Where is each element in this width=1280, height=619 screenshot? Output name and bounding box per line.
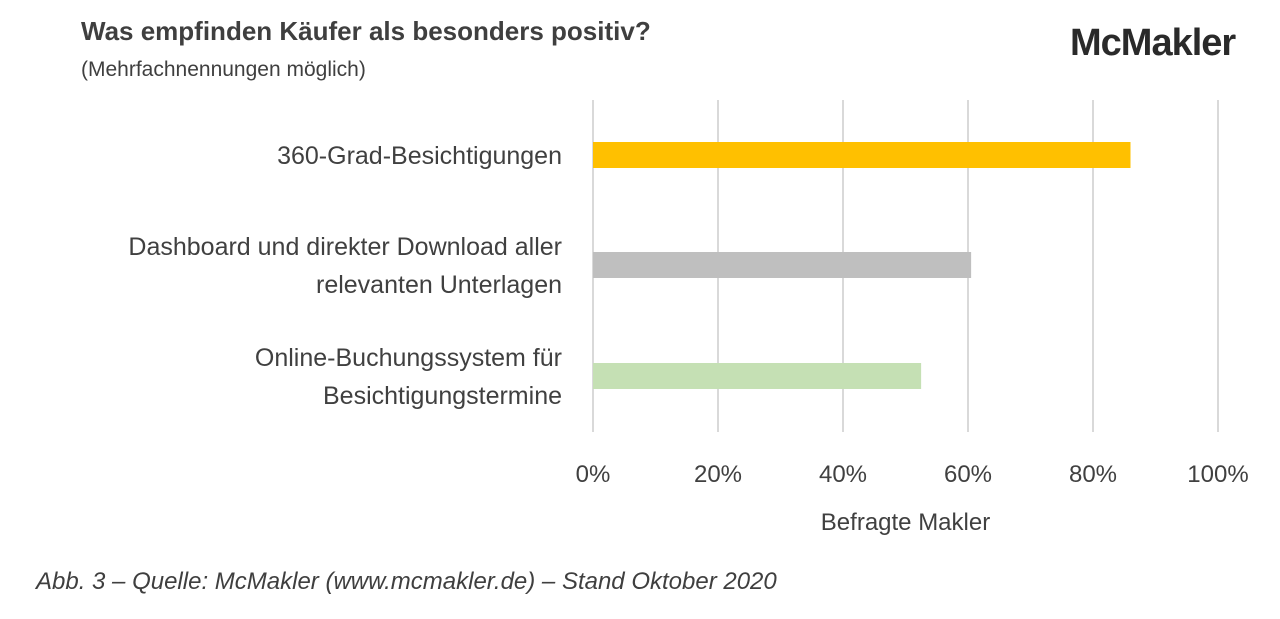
chart-subtitle: (Mehrfachnennungen möglich) [81, 58, 366, 81]
bar-1 [593, 142, 1131, 168]
mcmakler-logo: McMakler [1070, 22, 1236, 64]
x-tick-label: 0% [576, 461, 611, 488]
figure-caption: Abb. 3 – Quelle: McMakler (www.mcmakler.… [36, 568, 777, 595]
category-label: relevanten Unterlagen [316, 271, 562, 299]
category-label: Besichtigungstermine [323, 382, 562, 410]
chart-title: Was empfinden Käufer als besonders posit… [81, 16, 651, 46]
category-label: Dashboard und direkter Download aller [128, 233, 562, 261]
bar-3 [593, 363, 922, 389]
category-label: Online-Buchungssystem für [255, 344, 562, 372]
category-label: 360-Grad-Besichtigungen [277, 142, 562, 170]
x-axis-label: Befragte Makler [821, 509, 990, 536]
bar-2 [593, 252, 972, 278]
x-tick-label: 20% [694, 461, 742, 488]
x-tick-label: 40% [819, 461, 867, 488]
x-tick-label: 80% [1069, 461, 1117, 488]
x-tick-label: 60% [944, 461, 992, 488]
x-tick-label: 100% [1187, 461, 1248, 488]
